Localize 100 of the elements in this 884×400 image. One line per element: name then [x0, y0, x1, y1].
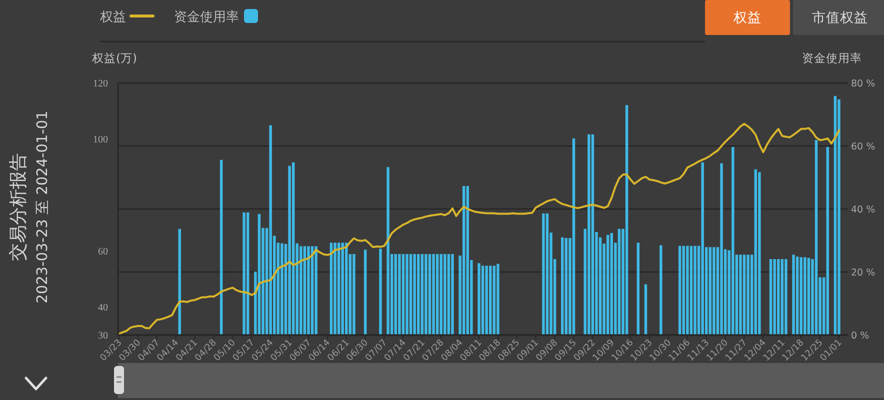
bar: [838, 99, 840, 335]
bar: [792, 254, 795, 335]
bar: [451, 254, 454, 335]
bar: [826, 146, 829, 335]
bar: [754, 169, 757, 335]
bar: [773, 259, 776, 335]
y-tick-label: 100: [93, 134, 108, 146]
bar: [610, 232, 613, 335]
bar: [269, 125, 272, 335]
bar: [334, 242, 336, 335]
bar: [746, 254, 750, 335]
bar: [466, 186, 469, 335]
bar: [796, 256, 799, 335]
bar: [777, 259, 780, 335]
text: 交易分析报告: [8, 153, 29, 261]
bar: [686, 246, 689, 335]
bar: [489, 266, 492, 335]
bar: [644, 284, 648, 335]
bar: [413, 254, 416, 335]
bar: [694, 246, 696, 335]
bar: [341, 242, 344, 335]
y-tick-label: 40: [98, 302, 108, 314]
y2-tick-label: 60 %: [851, 142, 876, 152]
bar: [769, 259, 772, 335]
bar: [588, 134, 590, 335]
bar: [742, 254, 746, 335]
bar: [807, 258, 810, 335]
text: 2023-03-23 至 2024-01-01: [35, 110, 51, 304]
text: 市值权益: [812, 10, 868, 26]
bar: [379, 248, 382, 335]
bar: [394, 254, 397, 335]
bar: [409, 254, 412, 335]
bar: [834, 96, 837, 335]
bar: [440, 254, 442, 335]
bar: [780, 259, 784, 335]
y2-tick-label: 0 %: [851, 330, 870, 342]
y2-tick-label: 40 %: [851, 204, 876, 216]
bar: [784, 259, 788, 335]
y2-tick-label: 80 %: [851, 78, 876, 90]
bar: [625, 105, 628, 335]
bar: [546, 213, 549, 335]
legend-label: 资金使用率: [174, 9, 239, 25]
bar: [618, 228, 621, 335]
bar: [280, 243, 284, 335]
y-tick-label: 120: [93, 78, 108, 90]
bar: [402, 254, 405, 335]
bar: [288, 166, 291, 335]
bar: [660, 245, 662, 335]
bar: [462, 186, 466, 335]
bar: [572, 138, 576, 335]
legend-label: 权益: [99, 10, 126, 25]
bar: [292, 162, 295, 335]
bar: [561, 237, 564, 335]
bar: [478, 263, 480, 335]
bar: [406, 254, 408, 335]
y-axis-title: 权益(万): [91, 51, 137, 65]
bar: [420, 254, 424, 335]
bar: [314, 246, 318, 335]
bar: [682, 246, 685, 335]
bar: [701, 162, 704, 335]
bar: [436, 254, 439, 335]
bar: [352, 254, 356, 335]
y2-axis-title: 资金使用率: [802, 51, 862, 65]
text: 权益: [732, 10, 762, 26]
y-tick-label: 60: [98, 246, 108, 258]
bar: [678, 246, 682, 335]
bar: [386, 167, 390, 335]
bar: [690, 246, 693, 335]
bar: [636, 242, 640, 335]
bar: [398, 254, 401, 335]
bar: [606, 234, 610, 335]
y-tick-label: 30: [98, 330, 108, 342]
bar: [496, 264, 500, 335]
bar: [364, 250, 367, 335]
bar: [481, 266, 484, 335]
bar: [307, 246, 310, 335]
bar: [800, 257, 802, 335]
bar: [739, 254, 742, 335]
bar: [804, 257, 806, 335]
line-series: [118, 122, 840, 335]
bar: [447, 254, 450, 335]
bar: [432, 254, 435, 335]
bar: [246, 212, 250, 335]
bar: [444, 254, 446, 335]
bar: [591, 134, 594, 335]
bar: [300, 246, 302, 335]
bar: [564, 238, 568, 335]
bar: [485, 266, 488, 335]
bar: [424, 254, 428, 335]
y2-tick-label: 20 %: [851, 268, 876, 278]
bar: [712, 247, 716, 335]
bar: [428, 254, 432, 335]
bar: [814, 140, 818, 335]
bar: [708, 247, 712, 335]
bar: [732, 146, 734, 335]
bar: [417, 254, 420, 335]
bar: [542, 213, 545, 335]
bar: [242, 212, 246, 335]
bar: [220, 160, 223, 335]
bar: [492, 266, 496, 335]
